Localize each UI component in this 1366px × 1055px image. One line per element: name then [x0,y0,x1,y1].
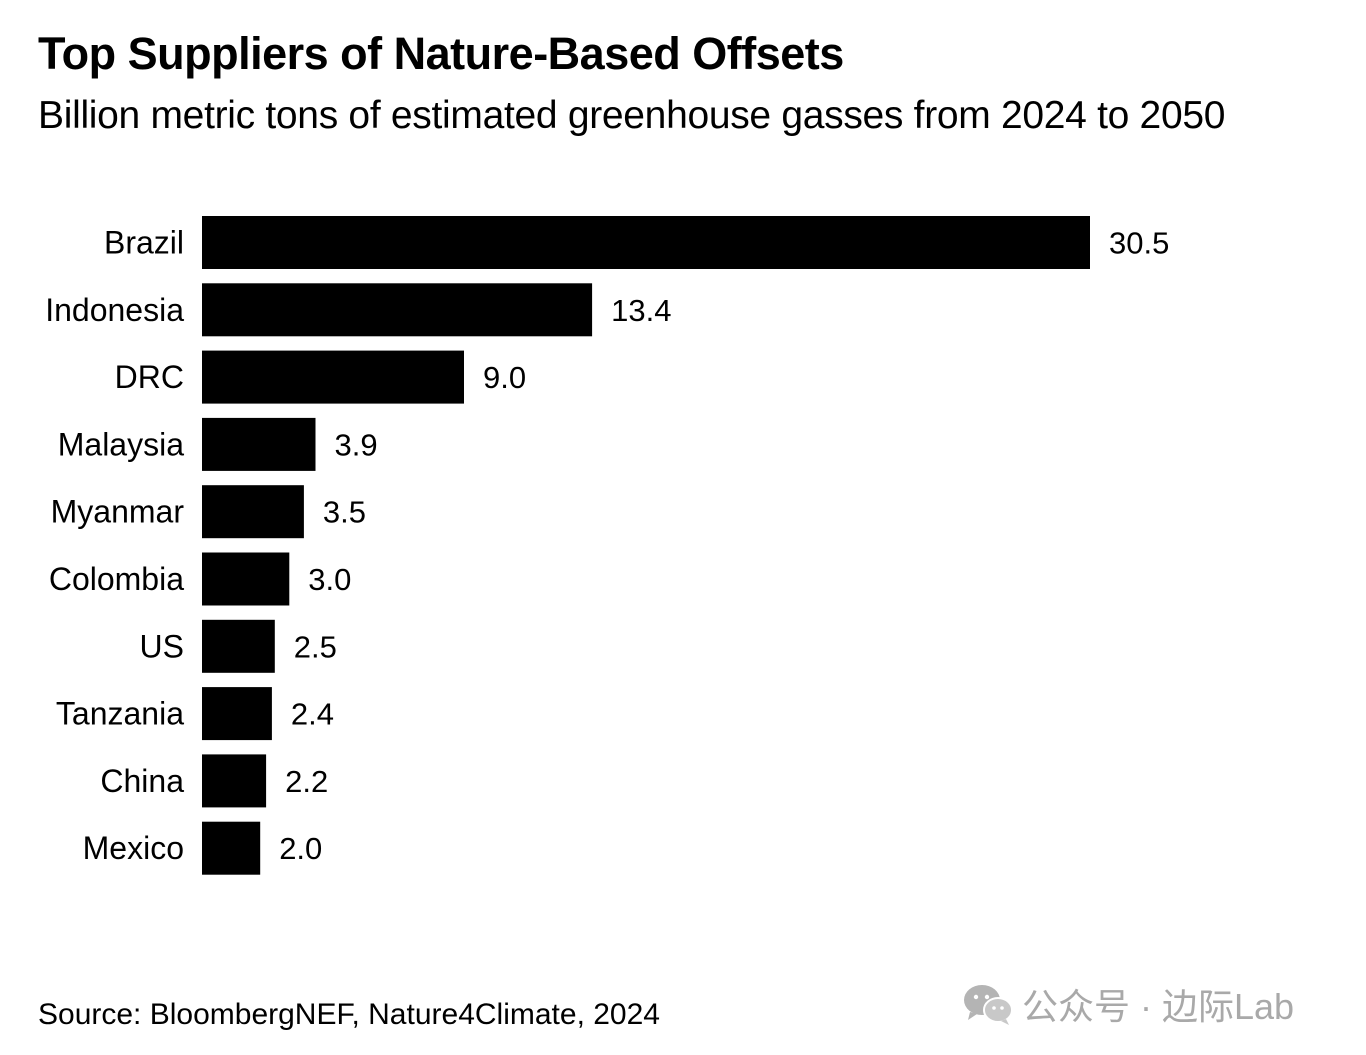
watermark-text: 公众号 · 边际Lab [1022,986,1295,1027]
chart-subtitle: Billion metric tons of estimated greenho… [38,94,1226,137]
bar-myanmar [202,485,304,539]
category-label-drc: DRC [115,359,184,395]
value-label-drc: 9.0 [483,360,526,395]
value-label-brazil: 30.5 [1109,226,1169,261]
value-label-indonesia: 13.4 [611,293,671,328]
chart-title: Top Suppliers of Nature-Based Offsets [38,28,844,79]
category-label-myanmar: Myanmar [51,494,185,530]
category-labels: Brazil Indonesia DRC Malaysia Myanmar Colombi… [45,225,184,867]
bar-china [202,754,267,808]
category-label-colombia: Colombia [49,561,184,597]
wechat-icon [964,985,1013,1025]
bar-us [202,619,275,673]
category-label-indonesia: Indonesia [45,292,184,328]
value-labels: 30.5 13.4 9.0 3.9 3.5 3.0 2.5 2.4 2.2 2.0 [279,226,1169,867]
bar-mexico [202,821,261,875]
bar-drc [202,350,464,404]
category-label-brazil: Brazil [104,225,184,261]
bar-malaysia [202,417,316,471]
category-label-malaysia: Malaysia [58,426,184,462]
bar-tanzania [202,687,272,741]
bar-brazil [202,216,1090,269]
watermark: 公众号 · 边际Lab [962,978,1294,1030]
value-label-colombia: 3.0 [308,562,351,597]
value-label-malaysia: 3.9 [335,427,378,462]
value-label-china: 2.2 [285,764,328,799]
source-note: Source: BloombergNEF, Nature4Climate, 20… [38,998,660,1031]
value-label-us: 2.5 [294,629,337,664]
category-label-mexico: Mexico [83,830,184,866]
bars-group [202,216,1090,875]
bar-colombia [202,552,290,606]
value-label-mexico: 2.0 [279,831,322,866]
category-label-china: China [100,763,184,799]
category-label-tanzania: Tanzania [56,696,184,732]
bar-indonesia [202,283,593,337]
category-label-us: US [140,628,184,664]
value-label-tanzania: 2.4 [291,697,334,732]
value-label-myanmar: 3.5 [323,495,366,530]
